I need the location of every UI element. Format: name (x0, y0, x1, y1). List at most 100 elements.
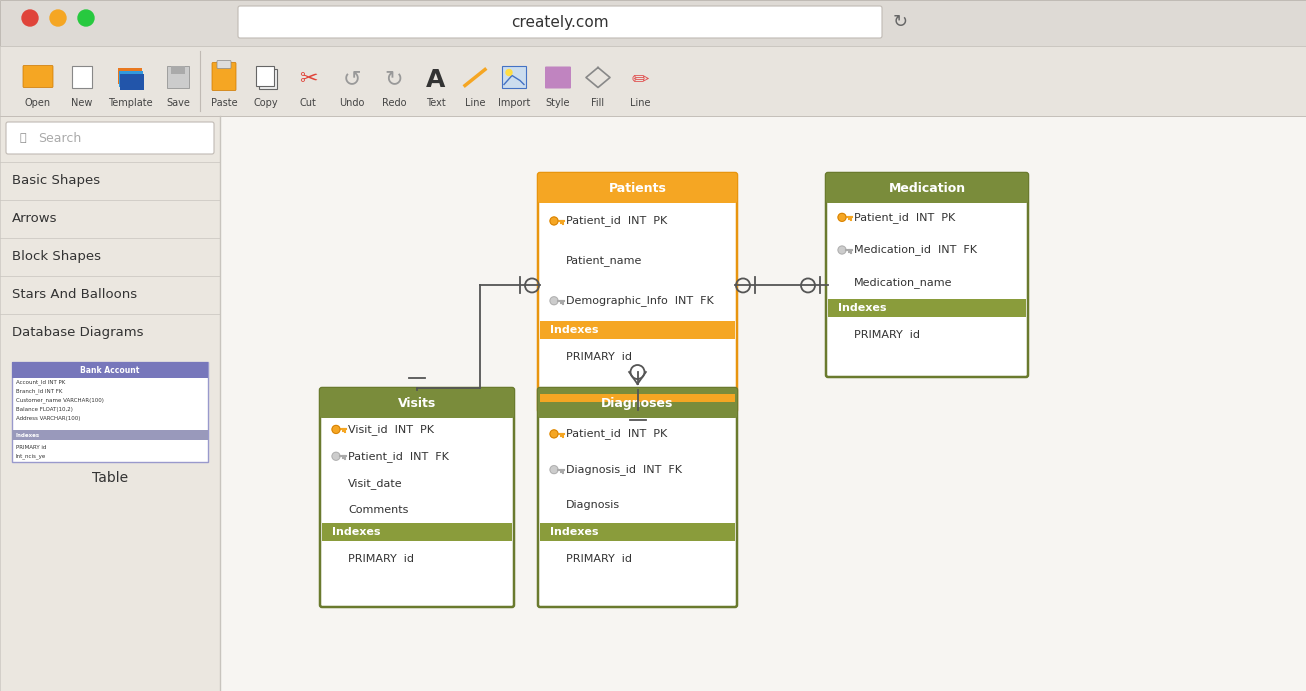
FancyBboxPatch shape (12, 362, 208, 462)
Circle shape (505, 70, 512, 75)
Text: Line: Line (629, 98, 650, 108)
Text: Arrows: Arrows (12, 211, 57, 225)
FancyBboxPatch shape (12, 430, 208, 440)
FancyBboxPatch shape (167, 66, 189, 88)
Text: New: New (72, 98, 93, 108)
Text: Balance FLOAT(10,2): Balance FLOAT(10,2) (16, 406, 73, 412)
Text: Table: Table (91, 471, 128, 485)
Text: PRIMARY  id: PRIMARY id (347, 554, 414, 565)
Text: Indexes: Indexes (550, 325, 598, 334)
Text: Redo: Redo (381, 98, 406, 108)
FancyBboxPatch shape (538, 388, 737, 418)
Text: Search: Search (38, 131, 81, 144)
Text: Block Shapes: Block Shapes (12, 249, 101, 263)
Text: Visits: Visits (398, 397, 436, 410)
Text: Bank Account: Bank Account (80, 366, 140, 375)
FancyBboxPatch shape (120, 73, 144, 90)
FancyBboxPatch shape (219, 116, 1306, 691)
Text: Diagnosis: Diagnosis (565, 500, 620, 511)
Text: Basic Shapes: Basic Shapes (12, 173, 101, 187)
Text: Paste: Paste (210, 98, 238, 108)
Text: Patient_id  INT  FK: Patient_id INT FK (347, 451, 449, 462)
Text: creately.com: creately.com (511, 15, 609, 30)
Circle shape (332, 426, 340, 433)
Text: A: A (426, 68, 445, 91)
FancyBboxPatch shape (828, 299, 1027, 317)
Text: Patient_id  INT  PK: Patient_id INT PK (854, 212, 955, 223)
FancyBboxPatch shape (538, 388, 737, 607)
FancyBboxPatch shape (118, 68, 142, 84)
Text: ↺: ↺ (342, 70, 362, 90)
Text: Demographic_Info  INT  FK: Demographic_Info INT FK (565, 295, 714, 306)
Text: Medication_name: Medication_name (854, 277, 952, 288)
Circle shape (550, 430, 558, 438)
Text: PRIMARY  id: PRIMARY id (565, 352, 632, 361)
Text: Stars And Balloons: Stars And Balloons (12, 287, 137, 301)
FancyBboxPatch shape (539, 188, 735, 202)
Text: Visit_id  INT  PK: Visit_id INT PK (347, 424, 434, 435)
Text: Address VARCHAR(100): Address VARCHAR(100) (16, 415, 81, 421)
FancyBboxPatch shape (538, 173, 737, 412)
FancyBboxPatch shape (825, 173, 1028, 203)
FancyBboxPatch shape (539, 321, 735, 339)
FancyBboxPatch shape (212, 62, 236, 91)
Circle shape (550, 466, 558, 473)
Text: Fill: Fill (592, 98, 605, 108)
Text: Indexes: Indexes (14, 433, 39, 437)
Text: Import: Import (498, 98, 530, 108)
FancyBboxPatch shape (825, 173, 1028, 377)
Text: Line: Line (465, 98, 486, 108)
Circle shape (838, 214, 846, 221)
FancyBboxPatch shape (24, 66, 54, 88)
FancyBboxPatch shape (545, 66, 571, 88)
Text: Indexes: Indexes (550, 527, 598, 538)
Circle shape (550, 217, 558, 225)
FancyBboxPatch shape (539, 394, 735, 402)
FancyBboxPatch shape (323, 403, 512, 417)
FancyBboxPatch shape (538, 392, 737, 412)
FancyBboxPatch shape (828, 188, 1027, 202)
Text: PRIMARY id: PRIMARY id (16, 444, 47, 450)
Text: Undo: Undo (340, 98, 364, 108)
FancyBboxPatch shape (0, 46, 1306, 116)
Circle shape (550, 296, 558, 305)
Text: Comments: Comments (347, 505, 409, 515)
Text: Database Diagrams: Database Diagrams (12, 325, 144, 339)
Text: Account_Id INT PK: Account_Id INT PK (16, 379, 65, 385)
FancyBboxPatch shape (502, 66, 526, 88)
Text: Indexes: Indexes (332, 527, 380, 538)
Text: Medication_id  INT  FK: Medication_id INT FK (854, 245, 977, 256)
Text: Template: Template (107, 98, 153, 108)
FancyBboxPatch shape (256, 66, 274, 86)
FancyBboxPatch shape (171, 66, 185, 73)
Text: Branch_Id INT FK: Branch_Id INT FK (16, 388, 63, 394)
Text: Int_ncis_ye: Int_ncis_ye (16, 453, 46, 459)
Circle shape (332, 452, 340, 460)
Text: Visit_date: Visit_date (347, 477, 402, 489)
FancyBboxPatch shape (539, 403, 735, 417)
FancyBboxPatch shape (320, 388, 515, 418)
Text: PRIMARY  id: PRIMARY id (854, 330, 919, 340)
Text: Medication: Medication (888, 182, 965, 194)
FancyBboxPatch shape (0, 116, 219, 691)
Text: Open: Open (25, 98, 51, 108)
Text: Patient_name: Patient_name (565, 256, 643, 266)
Text: Patients: Patients (609, 182, 666, 194)
FancyBboxPatch shape (539, 523, 735, 541)
Text: Patient_id  INT  PK: Patient_id INT PK (565, 216, 667, 227)
Text: Diagnoses: Diagnoses (601, 397, 674, 410)
FancyBboxPatch shape (12, 362, 208, 378)
FancyBboxPatch shape (323, 523, 512, 541)
FancyBboxPatch shape (320, 388, 515, 607)
FancyBboxPatch shape (238, 6, 882, 38)
FancyBboxPatch shape (259, 68, 277, 88)
Text: Patient_id  INT  PK: Patient_id INT PK (565, 428, 667, 439)
FancyBboxPatch shape (0, 0, 1306, 46)
Text: PRIMARY  id: PRIMARY id (565, 554, 632, 565)
Text: 🔍: 🔍 (20, 133, 26, 143)
Circle shape (22, 10, 38, 26)
Text: Indexes: Indexes (838, 303, 887, 313)
FancyBboxPatch shape (119, 70, 142, 86)
Text: ✏: ✏ (631, 70, 649, 90)
Text: Diagnosis_id  INT  FK: Diagnosis_id INT FK (565, 464, 682, 475)
